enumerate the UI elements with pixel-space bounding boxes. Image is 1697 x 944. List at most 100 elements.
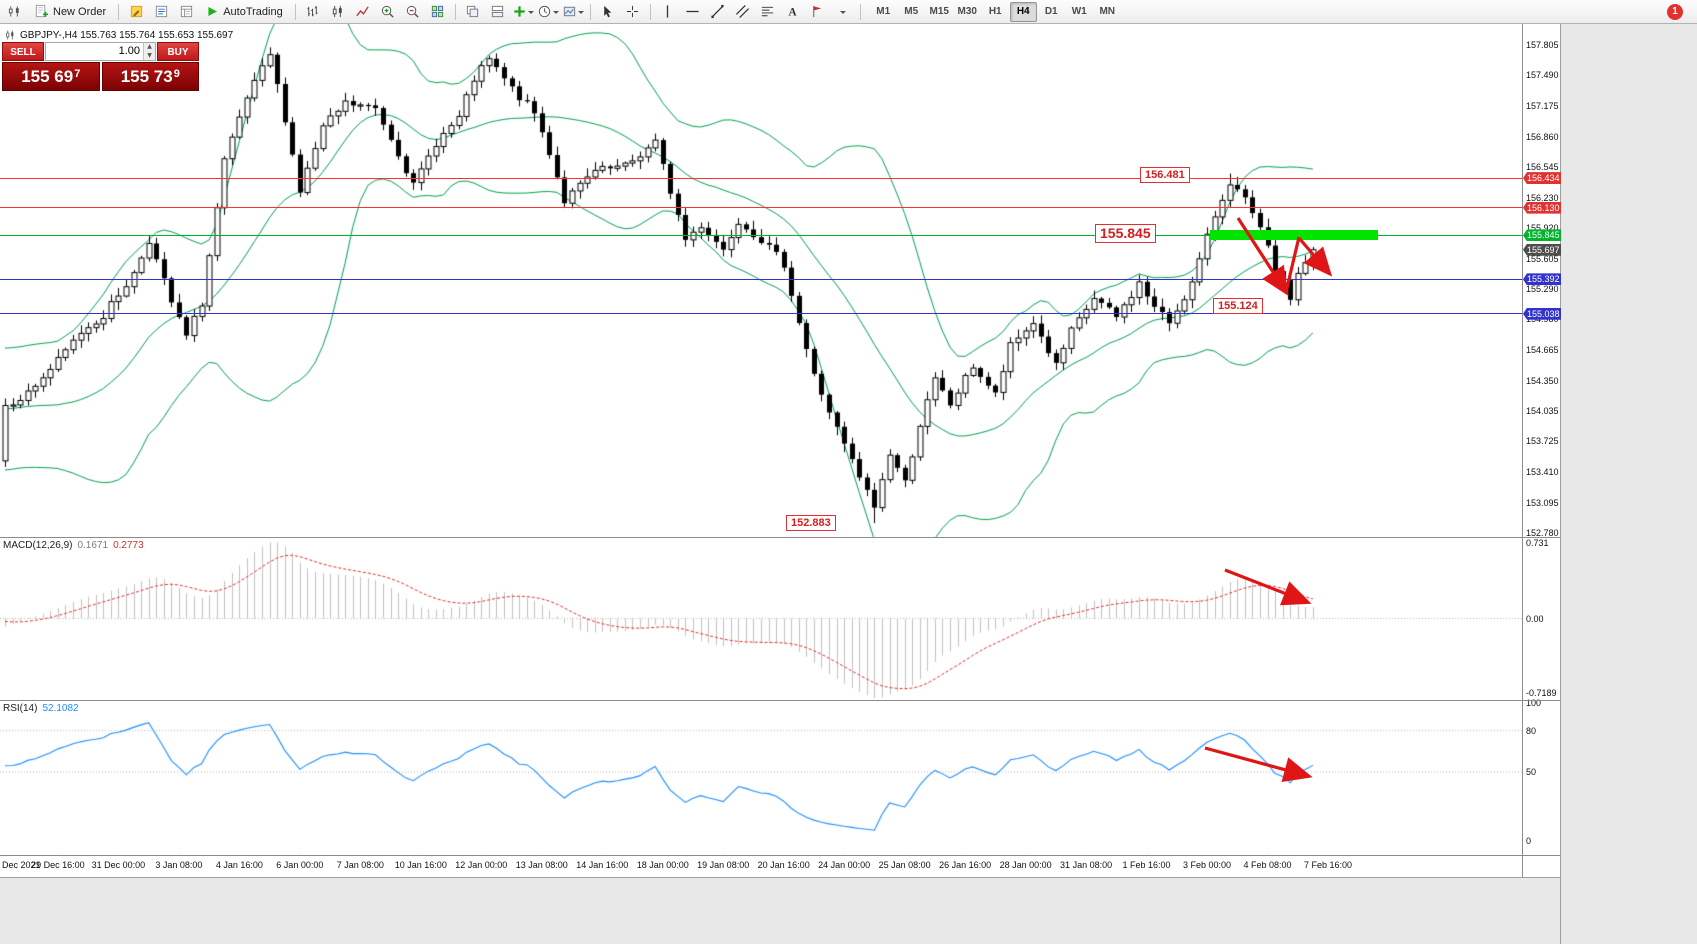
highlight-rectangle[interactable] bbox=[1210, 230, 1378, 240]
arrows-tool-icon[interactable] bbox=[806, 1, 830, 23]
price-chart-canvas[interactable] bbox=[0, 24, 1522, 877]
workspace-right-area bbox=[1560, 24, 1697, 944]
toolbar: New Order AutoTrading bbox=[0, 0, 1697, 24]
cursor-icon[interactable] bbox=[596, 1, 620, 23]
price-callout-156.481[interactable]: 156.481 bbox=[1140, 167, 1190, 183]
new-chart-icon[interactable] bbox=[511, 1, 535, 23]
chart-icon[interactable] bbox=[2, 1, 26, 23]
candlestick-chart-icon[interactable] bbox=[326, 1, 350, 23]
price-label-current-bid: 155.697 bbox=[1523, 243, 1561, 256]
timeframe-h4[interactable]: H4 bbox=[1009, 1, 1037, 22]
dropdown-caret bbox=[577, 10, 584, 17]
price-callout-155.845[interactable]: 155.845 bbox=[1095, 224, 1156, 243]
price-scale-tick: 154.035 bbox=[1526, 406, 1559, 417]
horizontal-line-155.845[interactable] bbox=[0, 234, 1522, 236]
rsi-label: RSI(14) 52.1082 bbox=[3, 703, 79, 714]
macd-scale-tick: 0.00 bbox=[1526, 613, 1544, 624]
timeframe-m30[interactable]: M30 bbox=[957, 6, 977, 17]
timeframe-m15[interactable]: M15 bbox=[929, 6, 949, 17]
new-order-label: New Order bbox=[53, 5, 107, 18]
time-label: 31 Jan 08:00 bbox=[1060, 860, 1113, 870]
volume-input[interactable]: 1.00 bbox=[118, 45, 140, 57]
horizontal-line-155.038[interactable] bbox=[0, 313, 1522, 315]
timeframe-m1[interactable]: M1 bbox=[876, 6, 891, 17]
horizontal-line-155.392[interactable] bbox=[0, 278, 1522, 280]
timeframe-mn[interactable]: MN bbox=[1099, 6, 1115, 17]
period-selector-icon[interactable] bbox=[536, 1, 560, 23]
volume-stepper: ▲ ▼ bbox=[143, 43, 155, 60]
horizontal-line-tool-icon[interactable] bbox=[681, 1, 705, 23]
line-chart-icon[interactable] bbox=[351, 1, 375, 23]
new-order-button[interactable]: New Order bbox=[27, 2, 113, 22]
price-callout-152.883[interactable]: 152.883 bbox=[786, 515, 836, 531]
time-axis[interactable]: Dec 2021 29 Dec 16:00 31 Dec 00:00 3 Jan 08… bbox=[0, 855, 1522, 877]
price-scale-tick: 155.605 bbox=[1526, 253, 1559, 264]
metaeditor-icon[interactable] bbox=[124, 1, 148, 23]
arrange-windows-icon[interactable] bbox=[486, 1, 510, 23]
volume-up-button[interactable]: ▲ bbox=[144, 43, 155, 52]
market-watch-icon[interactable] bbox=[149, 1, 173, 23]
timeframe-h1[interactable]: H1 bbox=[988, 6, 1002, 17]
crosshair-icon[interactable] bbox=[621, 1, 645, 23]
toolbar-separator bbox=[859, 3, 861, 20]
time-label: 7 Feb 16:00 bbox=[1303, 860, 1353, 870]
price-label-support-lower: 155.038 bbox=[1523, 307, 1561, 320]
sell-button[interactable]: SELL bbox=[2, 42, 44, 61]
fibonacci-tool-icon[interactable] bbox=[756, 1, 780, 23]
bid-price-panel[interactable]: 155 69 7 bbox=[2, 62, 100, 91]
tile-windows-icon[interactable] bbox=[426, 1, 450, 23]
horizontal-line-156.13[interactable] bbox=[0, 207, 1522, 209]
time-label: 1 Feb 16:00 bbox=[1122, 860, 1171, 870]
price-scale-tick: 154.350 bbox=[1526, 375, 1559, 386]
price-label-support-upper: 155.392 bbox=[1523, 273, 1561, 286]
symbol-ohlc-text: GBPJPY-,H4 155.763 155.764 155.653 155.6… bbox=[20, 29, 234, 41]
buy-button[interactable]: BUY bbox=[157, 42, 199, 61]
price-label-resistance-lower: 156.130 bbox=[1523, 201, 1561, 214]
data-window-icon[interactable] bbox=[174, 1, 198, 23]
rsi-scale-tick: 50 bbox=[1526, 767, 1537, 777]
rsi-panel-separator[interactable] bbox=[0, 700, 1560, 701]
bar-chart-icon[interactable] bbox=[301, 1, 325, 23]
timeframe-w1[interactable]: W1 bbox=[1071, 6, 1087, 17]
bid-price-pip: 7 bbox=[74, 67, 81, 80]
time-label: 28 Jan 00:00 bbox=[999, 860, 1052, 870]
timeframe-d1[interactable]: D1 bbox=[1044, 6, 1058, 17]
timeframe-m5[interactable]: M5 bbox=[904, 6, 919, 17]
shapes-dropdown-icon[interactable] bbox=[831, 1, 855, 23]
autotrading-button[interactable]: AutoTrading bbox=[199, 2, 290, 22]
price-scale-tick: 154.665 bbox=[1526, 344, 1559, 355]
bid-price-main: 155 69 bbox=[21, 66, 74, 86]
time-label: 6 Jan 00:00 bbox=[276, 860, 324, 870]
vertical-line-tool-icon[interactable] bbox=[656, 1, 680, 23]
ask-price-panel[interactable]: 155 73 9 bbox=[101, 62, 199, 91]
price-scale[interactable]: 157.805 157.490 157.175 156.860 156.545 156.2… bbox=[1522, 24, 1561, 877]
cascade-windows-icon[interactable] bbox=[461, 1, 485, 23]
symbol-ohlc-label: GBPJPY-,H4 155.763 155.764 155.653 155.6… bbox=[4, 29, 233, 41]
zoom-in-icon[interactable] bbox=[376, 1, 400, 23]
dropdown-caret bbox=[527, 10, 534, 17]
trendline-tool-icon[interactable] bbox=[706, 1, 730, 23]
price-scale-tick: 155.920 bbox=[1526, 223, 1559, 234]
toolbar-separator bbox=[294, 3, 296, 20]
autotrading-play-icon bbox=[206, 5, 219, 18]
text-tool-icon[interactable]: A bbox=[781, 1, 805, 23]
autotrading-label: AutoTrading bbox=[223, 5, 283, 18]
macd-label: MACD(12,26,9) 0.1671 0.2773 bbox=[3, 540, 144, 551]
ask-price-main: 155 73 bbox=[120, 66, 173, 86]
horizontal-line-156.434[interactable] bbox=[0, 177, 1522, 179]
time-label: 12 Jan 00:00 bbox=[455, 860, 508, 870]
equidistant-channel-tool-icon[interactable] bbox=[731, 1, 755, 23]
price-callout-155.124[interactable]: 155.124 bbox=[1213, 298, 1263, 314]
notification-badge[interactable]: 1 bbox=[1667, 3, 1683, 20]
time-label: Dec 2021 bbox=[2, 860, 41, 870]
volume-down-button[interactable]: ▼ bbox=[144, 51, 155, 60]
macd-panel-separator[interactable] bbox=[0, 537, 1560, 538]
time-label: 31 Dec 00:00 bbox=[91, 860, 146, 870]
workspace-bottom-area bbox=[0, 877, 1560, 944]
time-axis-separator bbox=[0, 855, 1560, 856]
chart-window: 156.481 155.845 155.124 152.883 GBPJPY-,H4 … bbox=[0, 24, 1561, 877]
templates-icon[interactable] bbox=[561, 1, 585, 23]
zoom-out-icon[interactable] bbox=[401, 1, 425, 23]
volume-field[interactable]: 1.00 ▲ ▼ bbox=[45, 42, 156, 61]
dropdown-caret bbox=[840, 10, 847, 17]
